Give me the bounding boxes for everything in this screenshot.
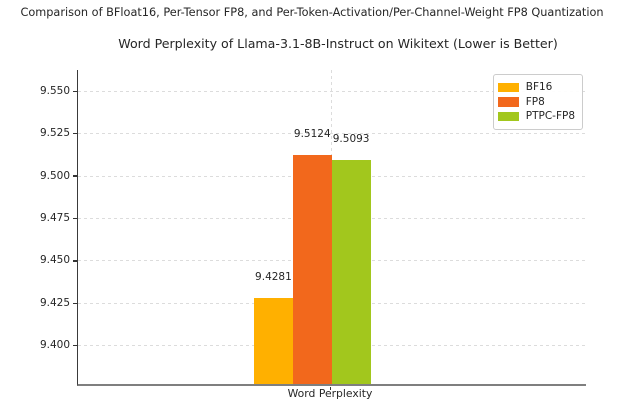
y-tick-label: 9.425 — [39, 296, 70, 309]
y-tick-label: 9.525 — [39, 127, 70, 140]
y-tick-mark — [72, 302, 77, 304]
y-tick-label: 9.500 — [39, 169, 70, 182]
y-tick-label: 9.475 — [39, 212, 70, 224]
chart-title: Word Perplexity of Llama-3.1-8B-Instruct… — [118, 36, 558, 51]
legend-label: BF16 — [525, 81, 553, 94]
legend-swatch-icon — [497, 111, 519, 122]
bar-fp8 — [292, 155, 332, 384]
y-tick-mark — [72, 90, 77, 92]
x-axis-label: Word Perplexity — [287, 387, 373, 400]
bar-value-label: 9.4281 — [255, 271, 292, 284]
y-tick-mark — [72, 217, 77, 220]
bar-ptpc-fp8 — [331, 160, 371, 384]
y-tick-mark — [72, 260, 77, 262]
y-tick-mark — [72, 175, 77, 177]
legend-swatch-icon — [497, 82, 519, 93]
legend-item-bf16: BF16 — [497, 80, 575, 95]
y-tick-mark — [72, 345, 77, 347]
bar-value-label: 9.5093 — [332, 133, 370, 146]
y-tick-label: 9.550 — [39, 84, 70, 97]
legend: BF16 FP8 PTPC-FP8 — [492, 74, 583, 130]
y-tick-label: 9.400 — [39, 339, 70, 352]
plot-area: BF16 FP8 PTPC-FP8 9.4281 9.5124 9.5093 — [77, 70, 586, 386]
legend-item-fp8: FP8 — [497, 95, 575, 110]
y-tick-label: 9.450 — [39, 254, 70, 267]
legend-item-ptpc-fp8: PTPC-FP8 — [497, 109, 575, 124]
figure-suptitle: Comparison of BFloat16, Per-Tensor FP8, … — [20, 6, 604, 19]
legend-label: FP8 — [525, 95, 545, 108]
legend-label: PTPC-FP8 — [525, 110, 575, 123]
bar-bf16 — [254, 298, 293, 384]
legend-swatch-icon — [497, 97, 519, 107]
bar-value-label: 9.5124 — [293, 128, 331, 141]
y-tick-mark — [72, 133, 77, 135]
